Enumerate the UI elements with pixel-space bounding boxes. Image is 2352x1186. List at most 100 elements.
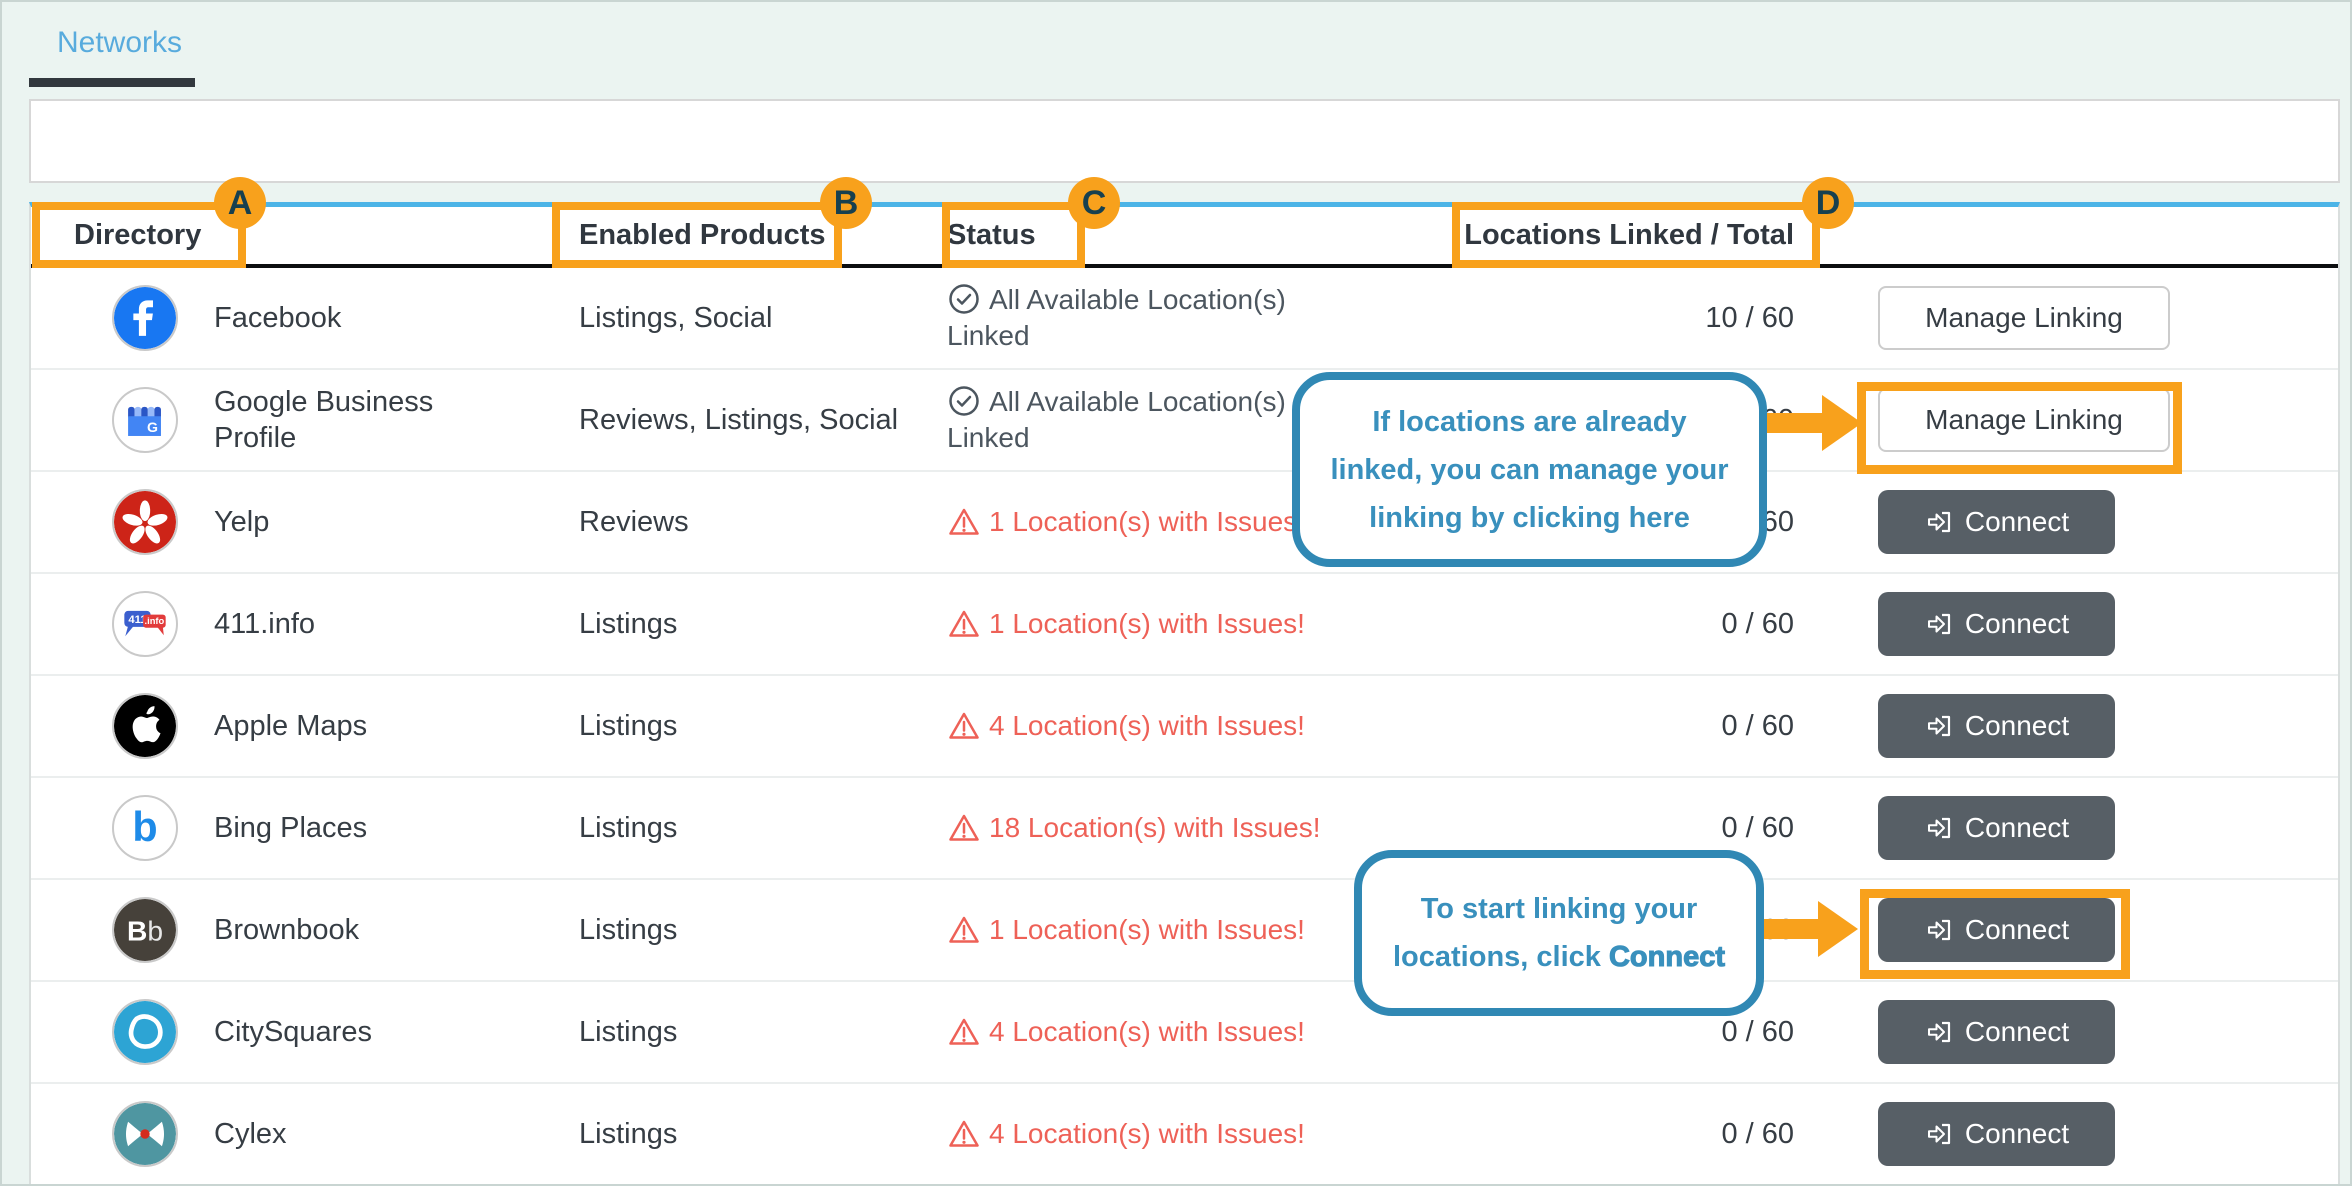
- connect-button[interactable]: Connect: [1878, 592, 2115, 656]
- svg-text:G: G: [147, 419, 158, 435]
- products-cell: Listings: [579, 1117, 678, 1150]
- status-cell: 1 Location(s) with Issues!: [947, 912, 1451, 948]
- svg-text:.info: .info: [144, 615, 164, 626]
- warning-triangle-icon: [949, 508, 979, 535]
- apple-maps-icon: [112, 693, 178, 759]
- connect-button[interactable]: Connect: [1878, 490, 2115, 554]
- column-header-locations: Locations Linked / Total: [1464, 219, 1794, 251]
- svg-text:b: b: [132, 804, 157, 850]
- svg-text:411: 411: [128, 614, 146, 626]
- products-cell: Listings, Social: [579, 301, 773, 334]
- check-circle-icon: [949, 284, 979, 314]
- warning-triangle-icon: [949, 1120, 979, 1147]
- table-row: 411 .info 411.info Listings 1 Location(s)…: [31, 574, 2338, 676]
- highlight-box-locations: [1452, 202, 1820, 268]
- cylex-icon: [112, 1101, 178, 1167]
- warning-triangle-icon: [949, 1018, 979, 1045]
- products-cell: Reviews: [579, 505, 689, 538]
- manage-linking-button[interactable]: Manage Linking: [1878, 286, 2170, 350]
- status-cell: 4 Location(s) with Issues!: [947, 708, 1451, 744]
- column-header-directory: Directory: [74, 219, 202, 251]
- locations-count: 0 / 60: [1721, 607, 1794, 640]
- directory-name: Apple Maps: [214, 710, 368, 742]
- sign-in-icon: [1927, 919, 1950, 941]
- warning-triangle-icon: [949, 814, 979, 841]
- directory-name: 411.info: [214, 608, 316, 640]
- products-cell: Listings: [579, 811, 678, 844]
- status-cell: 1 Location(s) with Issues!: [947, 606, 1451, 642]
- connect-button[interactable]: Connect: [1878, 898, 2115, 962]
- directory-name: Yelp: [214, 506, 270, 538]
- svg-text:Bb: Bb: [127, 914, 163, 946]
- directory-name: Bing Places: [214, 812, 368, 844]
- sign-in-icon: [1927, 613, 1950, 635]
- annotation-badge-d: D: [1802, 177, 1854, 229]
- directory-name: Google Business Profile: [214, 386, 434, 454]
- warning-triangle-icon: [949, 916, 979, 943]
- table-row: Facebook Listings, Social All Available …: [31, 268, 2338, 370]
- directory-cell: b Bing Places: [31, 795, 579, 861]
- products-cell: Listings: [579, 913, 678, 946]
- connect-button[interactable]: Connect: [1878, 1102, 2115, 1166]
- status-cell: All Available Location(s) Linked: [947, 386, 1286, 453]
- column-header-products: Enabled Products: [579, 219, 826, 251]
- products-cell: Reviews, Listings, Social: [579, 403, 899, 436]
- annotation-badge-a: A: [214, 177, 266, 229]
- highlight-box-products: [552, 202, 842, 268]
- tab-networks[interactable]: Networks: [57, 26, 183, 59]
- status-cell: 18 Location(s) with Issues!: [947, 810, 1451, 846]
- brownbook-icon: Bb: [112, 897, 178, 963]
- directory-cell: G Google Business Profile: [31, 384, 579, 456]
- products-cell: Listings: [579, 607, 678, 640]
- locations-count: 0 / 60: [1721, 1117, 1794, 1150]
- status-cell: 4 Location(s) with Issues!: [947, 1014, 1451, 1050]
- directory-cell: Apple Maps: [31, 693, 579, 759]
- yelp-icon: [112, 489, 178, 555]
- highlight-box-status: [942, 202, 1085, 268]
- sign-in-icon: [1927, 1123, 1950, 1145]
- table-row: Cylex Listings 4 Location(s) with Issues…: [31, 1084, 2338, 1184]
- annotation-badge-b: B: [820, 177, 872, 229]
- directory-cell: Yelp: [31, 489, 579, 555]
- callout-manage-linking: If locations are already linked, you can…: [1292, 372, 1767, 567]
- directory-cell: Bb Brownbook: [31, 897, 579, 963]
- annotation-badge-c: C: [1068, 177, 1120, 229]
- table-header-row: Directory Enabled Products Status Locati…: [31, 207, 2338, 268]
- table-row: CitySquares Listings 4 Location(s) with …: [31, 982, 2338, 1084]
- 411-info-icon: 411 .info: [112, 591, 178, 657]
- locations-count: 0 / 60: [1721, 709, 1794, 742]
- google-business-icon: G: [112, 387, 178, 453]
- check-circle-icon: [949, 386, 979, 416]
- column-header-status: Status: [947, 219, 1036, 251]
- connect-button[interactable]: Connect: [1878, 1000, 2115, 1064]
- connect-button[interactable]: Connect: [1878, 796, 2115, 860]
- locations-count: 0 / 60: [1721, 1015, 1794, 1048]
- directory-cell: 411 .info 411.info: [31, 591, 579, 657]
- active-tab-indicator: [29, 78, 195, 87]
- highlight-box-manage-linking: [1857, 382, 2182, 474]
- networks-table: Directory Enabled Products Status Locati…: [29, 202, 2340, 1184]
- connect-button[interactable]: Connect: [1878, 694, 2115, 758]
- table-row: b Bing Places Listings 18 Location(s) wi…: [31, 778, 2338, 880]
- directory-cell: CitySquares: [31, 999, 579, 1065]
- directory-name: Cylex: [214, 1118, 287, 1150]
- status-cell: 1 Location(s) with Issues!: [947, 504, 1451, 540]
- highlight-box-connect: [1860, 889, 2130, 979]
- sign-in-icon: [1927, 817, 1950, 839]
- locations-count: 10 / 60: [1705, 301, 1794, 334]
- directory-name: Facebook: [214, 302, 342, 334]
- status-cell: 4 Location(s) with Issues!: [947, 1116, 1451, 1152]
- directory-cell: Facebook: [31, 285, 579, 351]
- products-cell: Listings: [579, 1015, 678, 1048]
- bing-places-icon: b: [112, 795, 178, 861]
- products-cell: Listings: [579, 709, 678, 742]
- directory-cell: Cylex: [31, 1101, 579, 1167]
- citysquares-icon: [112, 999, 178, 1065]
- facebook-icon: [112, 285, 178, 351]
- directory-name: Brownbook: [214, 914, 360, 946]
- status-cell: All Available Location(s) Linked: [947, 284, 1286, 351]
- directory-name: CitySquares: [214, 1016, 372, 1048]
- table-row: Apple Maps Listings 4 Location(s) with I…: [31, 676, 2338, 778]
- table-row: Yelp Reviews 1 Location(s) with Issues! …: [31, 472, 2338, 574]
